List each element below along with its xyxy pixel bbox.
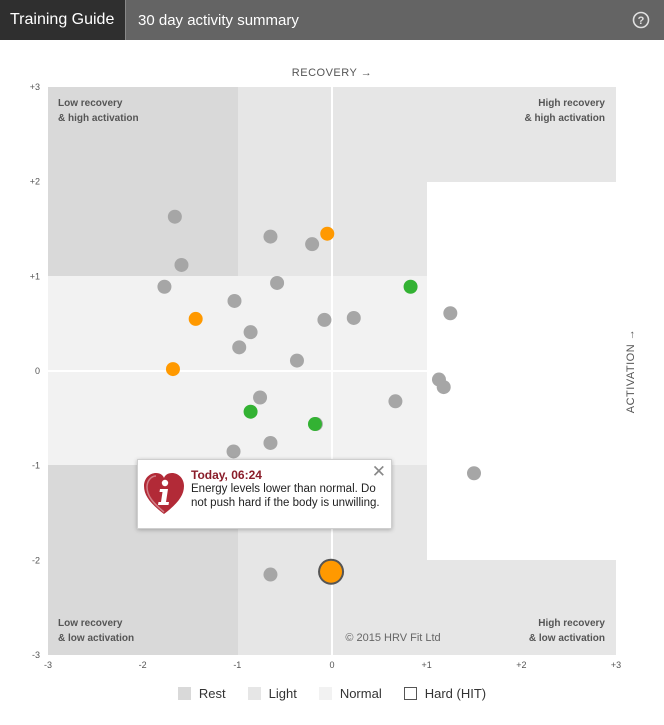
data-point-gray[interactable]	[157, 279, 172, 294]
data-point-green[interactable]	[243, 404, 258, 419]
data-point-orange[interactable]	[320, 226, 335, 241]
x-tick-label: -2	[139, 660, 147, 670]
data-point-gray[interactable]	[467, 466, 481, 481]
x-tick-label: +2	[516, 660, 526, 670]
tooltip-text: Energy levels lower than normal. Do not …	[191, 483, 380, 509]
quadrant-label-bottom-right-1: High recovery	[538, 618, 605, 629]
data-point-green[interactable]	[403, 279, 418, 294]
x-tick-label: 0	[329, 660, 334, 670]
data-point-gray[interactable]	[226, 444, 241, 459]
quadrant-label-top-right-2: & high activation	[524, 113, 605, 124]
highlight-point-group	[318, 558, 345, 585]
y-tick-labels: +3 +2 +1 0 -1 -2 -3	[30, 82, 40, 660]
top-bar: Training Guide 30 day activity summary ?	[0, 0, 664, 40]
legend-item-normal: Normal	[318, 685, 382, 701]
heart-info-icon	[144, 473, 184, 514]
data-point-gray[interactable]	[263, 229, 278, 244]
x-axis-title: RECOVERY →	[292, 67, 372, 79]
data-point-gray[interactable]	[317, 312, 332, 327]
x-tick-label: +1	[422, 660, 432, 670]
legend-swatch-light	[247, 686, 261, 700]
data-point-orange[interactable]	[188, 311, 203, 326]
y-tick-label: -3	[32, 650, 40, 660]
data-point-gray[interactable]	[227, 293, 242, 308]
data-point-gray[interactable]	[232, 340, 247, 355]
legend-swatch-hard	[403, 686, 417, 700]
x-tick-label: -1	[233, 660, 241, 670]
quadrant-label-top-left-2: & high activation	[58, 113, 139, 124]
y-tick-label: +1	[30, 271, 40, 281]
data-point-gray[interactable]	[263, 567, 278, 582]
data-point-gray[interactable]	[436, 380, 451, 395]
data-point-gray[interactable]	[289, 353, 304, 368]
quadrant-label-top-left-1: Low recovery	[58, 98, 123, 109]
help-icon[interactable]: ?	[632, 11, 650, 29]
activity-chart: RECOVERY → ACTIVATION → -3 -2 -1 0 +1 +2 +3 +3…	[30, 67, 637, 670]
data-points	[157, 209, 481, 582]
y-tick-label: +2	[30, 177, 40, 187]
legend-swatch-rest	[177, 686, 191, 700]
legend-item-hard: Hard (HIT)	[403, 685, 487, 701]
legend-label-normal: Normal	[339, 685, 382, 701]
legend-label-rest: Rest	[198, 685, 226, 701]
data-point-green[interactable]	[307, 417, 322, 432]
legend-swatch-normal	[318, 686, 332, 700]
data-point-gray[interactable]	[305, 237, 320, 252]
close-icon[interactable]: ✕	[371, 462, 386, 481]
y-tick-label: -1	[32, 461, 40, 471]
page-title: 30 day activity summary	[138, 11, 299, 29]
data-point-gray[interactable]	[346, 310, 361, 325]
copyright: © 2015 HRV Fit Ltd	[345, 632, 440, 644]
quadrant-label-bottom-left-1: Low recovery	[58, 618, 123, 629]
tab-training-guide[interactable]: Training Guide	[0, 0, 126, 40]
legend: Rest Light Normal Hard (HIT)	[0, 683, 664, 703]
x-tick-label: +3	[611, 660, 621, 670]
data-point-gray[interactable]	[270, 275, 285, 290]
data-point-gray[interactable]	[243, 325, 258, 340]
data-point-gray[interactable]	[263, 435, 278, 450]
quadrant-label-bottom-left-2: & low activation	[58, 633, 134, 644]
tooltip-title: Today, 06:24	[191, 468, 262, 482]
x-tick-label: -3	[44, 660, 52, 670]
data-point-gray[interactable]	[388, 394, 403, 409]
legend-item-light: Light	[247, 685, 297, 701]
data-point-gray[interactable]	[253, 390, 268, 405]
highlight-point[interactable]	[320, 560, 343, 583]
data-point-orange[interactable]	[165, 362, 180, 377]
data-point-gray[interactable]	[167, 209, 182, 224]
data-point-gray[interactable]	[443, 306, 458, 321]
data-point-gray[interactable]	[174, 257, 189, 272]
legend-label-light: Light	[268, 685, 297, 701]
legend-label-hard: Hard (HIT)	[424, 685, 487, 701]
legend-item-rest: Rest	[177, 685, 226, 701]
y-tick-label: +3	[30, 82, 40, 92]
zone-rest-top	[48, 87, 238, 276]
y-tick-label: -2	[32, 555, 40, 565]
y-axis-title: ACTIVATION →	[625, 329, 637, 413]
tooltip: Today, 06:24 Energy levels lower than no…	[137, 459, 392, 529]
svg-text:?: ?	[638, 15, 645, 27]
x-tick-labels: -3 -2 -1 0 +1 +2 +3	[44, 660, 621, 670]
quadrant-label-top-right-1: High recovery	[538, 98, 605, 109]
chart-area: RECOVERY → ACTIVATION → -3 -2 -1 0 +1 +2 +3 +3…	[0, 40, 664, 720]
quadrant-label-bottom-right-2: & low activation	[529, 633, 605, 644]
y-tick-label: 0	[35, 366, 40, 376]
